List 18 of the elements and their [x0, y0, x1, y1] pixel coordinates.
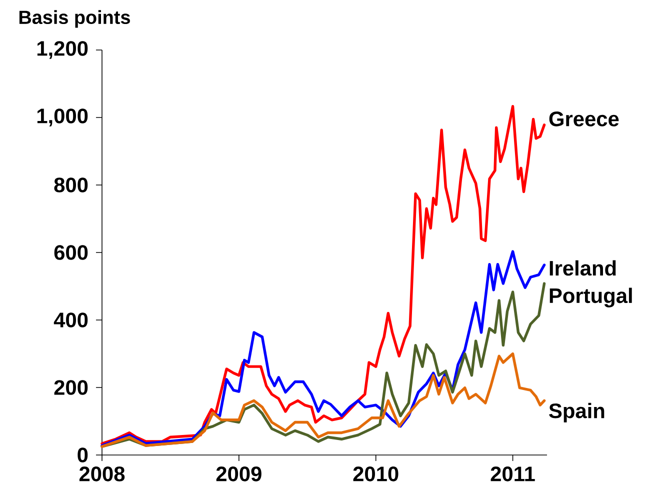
line-series: [100, 250, 546, 447]
y-tick-label: 200: [54, 380, 88, 395]
y-tick-label: 400: [54, 312, 88, 328]
series-label: Portugal: [550, 288, 632, 308]
series-label: Ireland: [550, 260, 616, 276]
x-tick-label: 2011: [490, 466, 535, 482]
series-label: Spain: [549, 402, 604, 422]
x-tick-label: 2010: [353, 466, 398, 482]
x-tick-label: 2009: [216, 466, 262, 482]
line-series: [100, 352, 546, 448]
y-tick-label: 1,000: [37, 108, 88, 126]
y-tick-label: 0: [78, 448, 88, 462]
y-tick-label: 600: [54, 245, 88, 260]
y-axis-title: Basis points: [19, 10, 130, 28]
y-tick-label: 1,200: [37, 41, 88, 59]
x-tick-label: 2008: [79, 466, 125, 482]
series-label: Greece: [549, 112, 619, 126]
y-tick-label: 800: [54, 178, 88, 192]
